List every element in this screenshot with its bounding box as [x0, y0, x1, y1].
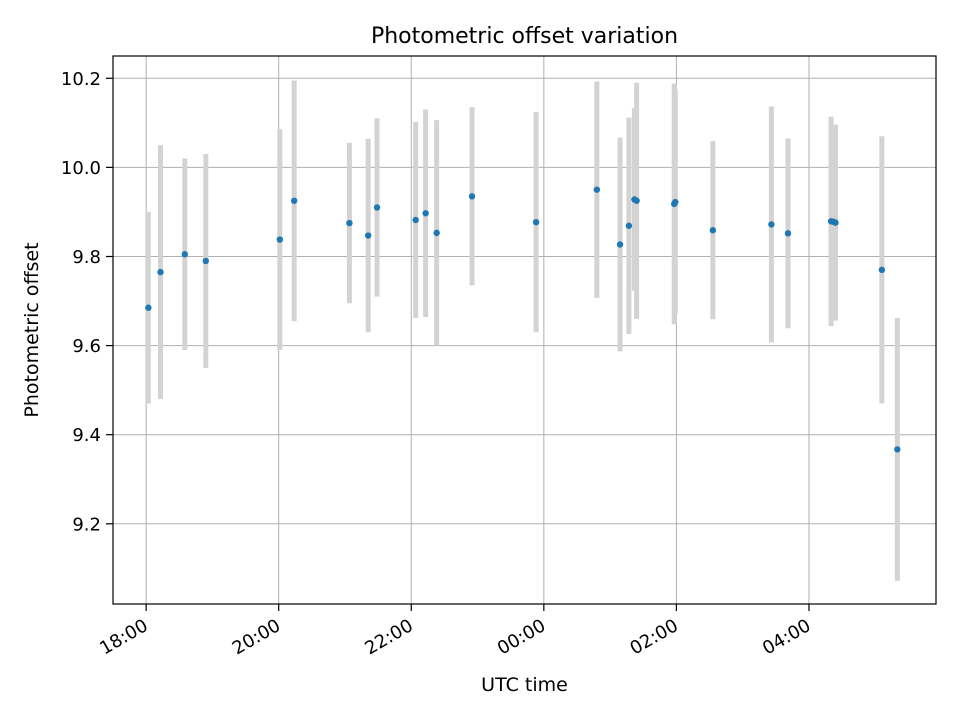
data-point	[373, 204, 381, 211]
grid-layer	[113, 56, 936, 604]
data-point	[346, 219, 353, 227]
plot-frame	[112, 55, 937, 605]
data-point	[364, 232, 372, 239]
data-point	[878, 266, 886, 274]
chart-title: Photometric offset variation	[371, 24, 678, 49]
y-tick-label: 10.2	[61, 69, 101, 90]
data-point	[625, 222, 633, 229]
data-point	[157, 268, 164, 276]
data-point	[290, 197, 298, 204]
y-axis-label: Photometric offset	[21, 242, 43, 417]
data-point	[894, 446, 901, 453]
data-point	[672, 198, 679, 206]
y-tick-label: 9.6	[72, 336, 101, 357]
y-tick-label: 9.8	[72, 247, 101, 268]
data-point	[784, 230, 792, 237]
data-point	[433, 229, 440, 237]
y-tick-label: 9.4	[72, 425, 101, 446]
data-point	[412, 216, 419, 224]
data-point	[181, 251, 189, 258]
data-point	[202, 257, 209, 265]
data-point	[532, 218, 540, 226]
data-point	[768, 221, 775, 228]
data-point	[276, 236, 284, 243]
data-point	[422, 210, 429, 217]
y-axis: 9.2 9.4 9.6 9.8 10.0 10.2	[61, 69, 113, 535]
data-point	[145, 304, 152, 311]
data-point	[832, 219, 839, 226]
y-tick-label: 9.2	[72, 514, 101, 535]
data-point	[709, 227, 717, 234]
data-point	[468, 193, 476, 200]
x-axis-label: UTC time	[481, 674, 568, 696]
data-point	[593, 186, 601, 193]
data-point	[616, 241, 624, 248]
data-point	[633, 197, 640, 204]
point-layer	[145, 186, 901, 453]
y-tick-label: 10.0	[61, 158, 101, 179]
